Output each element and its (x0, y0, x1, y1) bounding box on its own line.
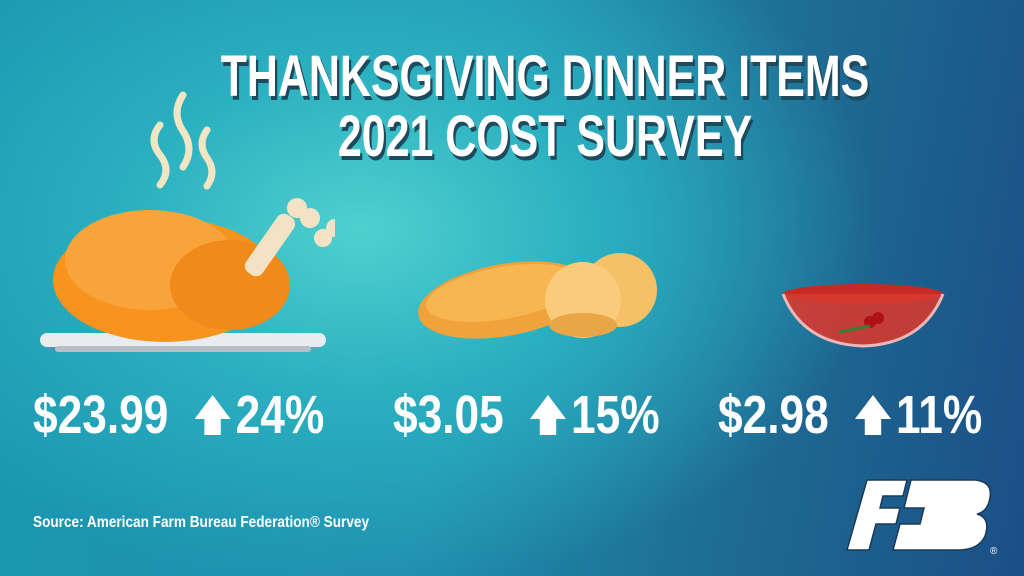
arrow-up-icon (194, 395, 231, 435)
cranberries-change: 11% (896, 385, 983, 445)
title-line-1: THANKSGIVING DINNER ITEMS (220, 44, 870, 109)
source-note: Source: American Farm Bureau Federation®… (33, 514, 370, 531)
rolls-price: $3.05 (393, 385, 504, 445)
turkey-change: 24% (235, 385, 325, 445)
turkey-icon (40, 91, 335, 352)
cranberry-bowl-icon (781, 284, 945, 348)
registered-mark: ® (990, 546, 998, 557)
arrow-up-icon (855, 395, 892, 435)
turkey-stat: $23.99 24% (33, 388, 324, 442)
rolls-change: 15% (571, 385, 660, 445)
cranberries-price: $2.98 (718, 385, 829, 445)
turkey-price: $23.99 (33, 385, 169, 445)
title-line-2: 2021 COST SURVEY (337, 104, 753, 169)
cranberries-stat: $2.98 11% (718, 388, 982, 442)
rolls-stat: $3.05 15% (393, 388, 660, 442)
farm-bureau-logo: ® (846, 479, 998, 557)
arrow-up-icon (530, 395, 567, 435)
bread-rolls-icon (418, 253, 657, 339)
